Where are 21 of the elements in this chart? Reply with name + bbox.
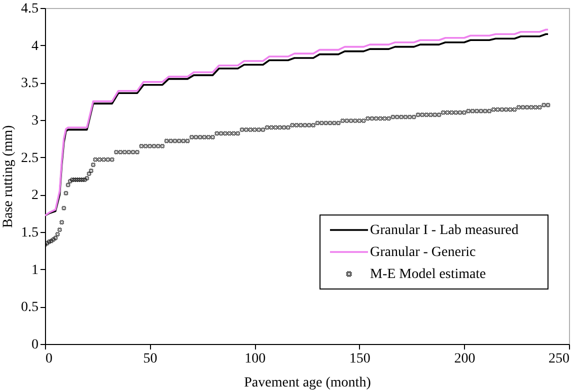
x-tick-label: 150 [349, 352, 370, 366]
legend-label: Granular I - Lab measured [370, 223, 518, 238]
y-tick-label: 4.5 [21, 2, 38, 16]
x-tick-label: 0 [46, 352, 52, 366]
legend-label: Granular - Generic [370, 245, 476, 260]
y-tick-label: 0 [32, 338, 38, 352]
x-tick-label: 50 [143, 352, 158, 366]
y-tick-label: 4 [32, 38, 38, 54]
y-tick-label: 2.5 [21, 150, 38, 166]
y-axis-title: Base rutting (mm) [1, 124, 16, 228]
y-tick-label: 1.5 [21, 226, 38, 240]
y-tick-label: 2 [32, 188, 38, 204]
x-tick-label: 250 [548, 352, 570, 366]
y-tick-label: 0.5 [21, 300, 38, 316]
x-axis-title: Pavement age (month) [244, 376, 372, 390]
x-tick-label: 100 [244, 352, 266, 366]
x-tick-label: 200 [454, 352, 476, 366]
y-tick-label: 1 [32, 262, 38, 278]
y-tick-label: 3 [32, 114, 38, 128]
legend-label: M-E Model estimate [370, 267, 486, 282]
y-tick-label: 3.5 [21, 76, 38, 92]
